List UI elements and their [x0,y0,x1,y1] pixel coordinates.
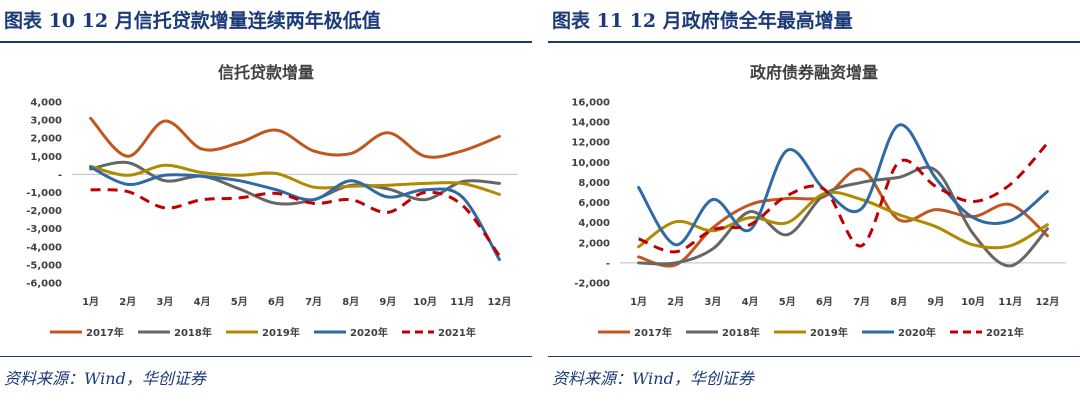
x-tick-label: 9月 [379,296,396,308]
y-tick-label: 4,000 [30,98,62,109]
source-note: 资料来源：Wind，华创证券 [552,369,754,388]
x-tick-label: 3月 [704,296,721,308]
title-rule [0,41,532,43]
legend-label: 2021年 [438,326,476,339]
series-line-2021年 [638,142,1049,254]
x-tick-label: 1月 [630,296,647,308]
x-tick-label: 4月 [194,296,211,308]
y-tick-label: 2,000 [578,238,610,249]
y-tick-label: 14,000 [571,118,610,129]
y-tick-label: 10,000 [571,158,610,169]
y-tick-label: 3,000 [30,116,62,127]
figure-panel-right: 图表 11 12 月政府债全年最高增量 政府债券融资增量 16,000 14,000… [548,0,1080,403]
y-tick-label: 4,000 [578,218,610,229]
series-line-2020年 [637,123,1049,247]
legend-label: 2017年 [634,326,672,339]
series-line-2019年 [89,163,501,196]
legend-label: 2020年 [898,326,936,339]
chart-title: 信托贷款增量 [218,63,314,82]
series-line-2018年 [89,160,501,206]
x-tick-label: 8月 [342,296,359,308]
series-line-2021年 [90,188,501,257]
legend-label: 2021年 [986,326,1024,339]
chart-title: 政府债券融资增量 [750,63,878,82]
y-tick-label: 16,000 [571,98,610,109]
y-tick-label: -1,000 [26,188,62,199]
bottom-rule [548,356,1080,357]
y-tick-label: 2,000 [30,134,62,145]
x-tick-label: 6月 [816,296,833,308]
x-tick-label: 5月 [779,296,796,308]
y-tick-label: 12,000 [571,138,610,149]
x-tick-label: 3月 [156,296,173,308]
chart-government-bonds: 政府债券融资增量 16,000 14,000 12,000 10,000 8,000 6,0… [571,63,1066,339]
x-tick-label: 5月 [231,296,248,308]
x-tick-label: 12月 [487,296,511,308]
figure-panel-left: 图表 10 12 月信托贷款增量连续两年极低值 信托贷款增量 4,000 3,000… [0,0,532,403]
figure-title: 图表 10 12 月信托贷款增量连续两年极低值 [4,10,381,32]
x-tick-label: 6月 [268,296,285,308]
y-tick-label: 1,000 [30,152,62,163]
x-tick-label: 12月 [1035,296,1059,308]
legend-label: 2019年 [262,326,300,339]
x-tick-label: 1月 [82,296,99,308]
y-tick-label: 8,000 [578,178,610,189]
source-note: 资料来源：Wind，华创证券 [4,369,206,388]
x-tick-label: 11月 [450,296,474,308]
bottom-rule [0,356,532,357]
y-tick-label: 6,000 [578,198,610,209]
x-tick-label: 10月 [413,296,437,308]
y-tick-label: - [58,170,62,181]
series-line-2018年 [637,165,1049,268]
series-line-2020年 [89,165,501,261]
title-rule [548,41,1080,43]
y-tick-label: -2,000 [574,279,610,290]
x-tick-label: 2月 [119,296,136,308]
y-tick-label: - [606,258,610,269]
x-tick-label: 4月 [742,296,759,308]
legend-label: 2020年 [350,326,388,339]
x-tick-label: 8月 [890,296,907,308]
legend-label: 2017年 [86,326,124,339]
y-tick-label: -4,000 [26,242,62,253]
chart-trust-loans: 信托贷款增量 4,000 3,000 2,000 1,000 - -1,000 -2,000 -… [26,63,518,339]
x-tick-label: 9月 [927,296,944,308]
y-tick-label: -3,000 [26,224,62,235]
x-tick-label: 2月 [667,296,684,308]
legend-label: 2019年 [810,326,848,339]
figure-title: 图表 11 12 月政府债全年最高增量 [552,10,853,32]
series-line-2017年 [89,116,501,159]
y-tick-label: -5,000 [26,260,62,271]
x-tick-label: 11月 [998,296,1022,308]
x-tick-label: 7月 [853,296,870,308]
legend-label: 2018年 [174,326,212,339]
legend-label: 2018年 [722,326,760,339]
x-tick-label: 10月 [961,296,985,308]
x-tick-label: 7月 [305,296,322,308]
y-tick-label: -2,000 [26,206,62,217]
series-line-2019年 [637,190,1049,250]
y-tick-label: -6,000 [26,279,62,290]
